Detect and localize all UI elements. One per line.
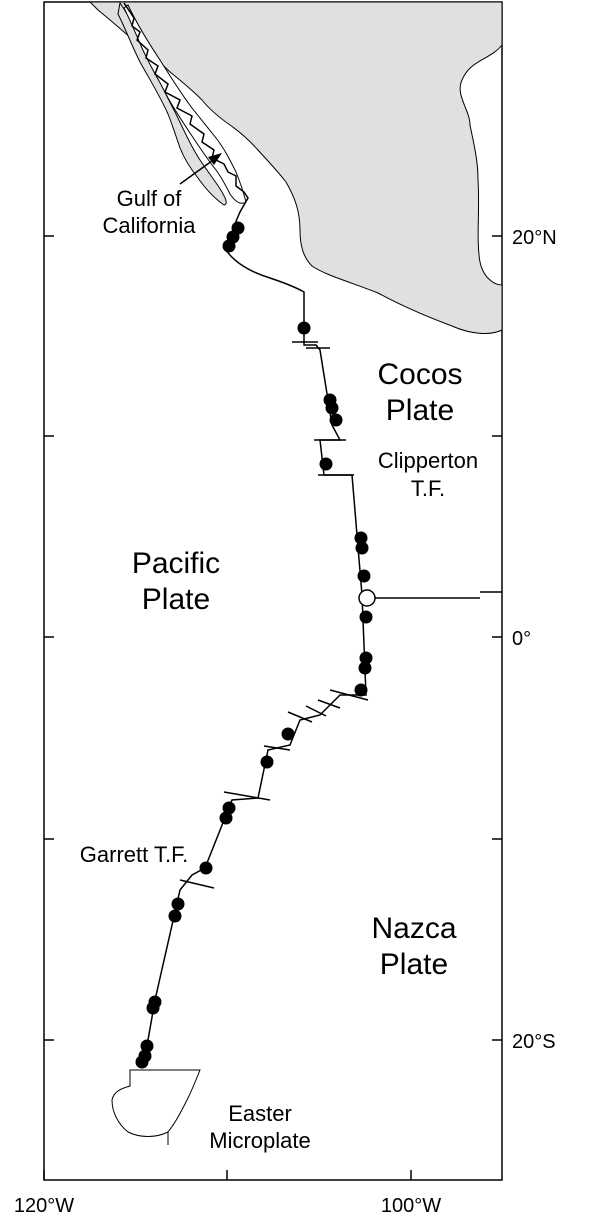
frame-ticks [43,235,502,1180]
triple-junction-marker [358,589,376,607]
sample-point [358,661,372,675]
sample-point [319,457,333,471]
gulf-arrowhead [208,153,222,165]
sample-point [135,1055,149,1069]
sample-point [219,811,233,825]
easter-label-2: Microplate [209,1128,310,1153]
sample-point [260,755,274,769]
garrett-label: Garrett T.F. [80,842,188,867]
sample-point [354,531,368,545]
gulf-label-2: California [103,213,197,238]
sample-point [199,861,213,875]
gulf-arrow [179,157,217,185]
clipperton-label-2: T.F. [411,476,445,501]
nazca-plate-label-1: Nazca [371,912,456,945]
nazca-plate-label-2: Plate [380,948,448,981]
pacific-plate-label-2: Plate [142,583,210,616]
easter-label-1: Easter [228,1101,292,1126]
east-pacific-rise [141,249,367,1063]
gulf-of-california [123,4,247,204]
sample-point [222,239,236,253]
sample-point [329,413,343,427]
sample-point [140,1039,154,1053]
sample-point [297,321,311,335]
mexico-landmass [88,1,503,334]
lon-tick-120w: 120°W [14,1195,74,1217]
sample-points [135,221,373,1069]
sample-point [357,569,371,583]
cocos-plate-label-2: Plate [386,394,454,427]
lat-tick-0: 0° [512,628,531,650]
gulf-label-1: Gulf of [117,186,183,211]
pacific-plate-label-1: Pacific [132,547,220,580]
sample-point [146,1001,160,1015]
sample-point [222,801,236,815]
sample-point [354,683,368,697]
lat-tick-20n: 20°N [512,227,557,249]
cocos-plate-label-1: Cocos [377,358,462,391]
sample-point [281,727,295,741]
sample-point [359,651,373,665]
lon-tick-100w: 100°W [381,1195,441,1217]
sample-point [325,401,339,415]
lat-tick-20s: 20°S [512,1031,556,1053]
sample-point [171,897,185,911]
transform-faults [179,341,369,889]
gulf-ridge [123,2,249,227]
sample-point [359,610,373,624]
sample-point [168,909,182,923]
easter-microplate [111,1069,201,1137]
clipperton-label-1: Clipperton [378,448,478,473]
sample-point [355,541,369,555]
